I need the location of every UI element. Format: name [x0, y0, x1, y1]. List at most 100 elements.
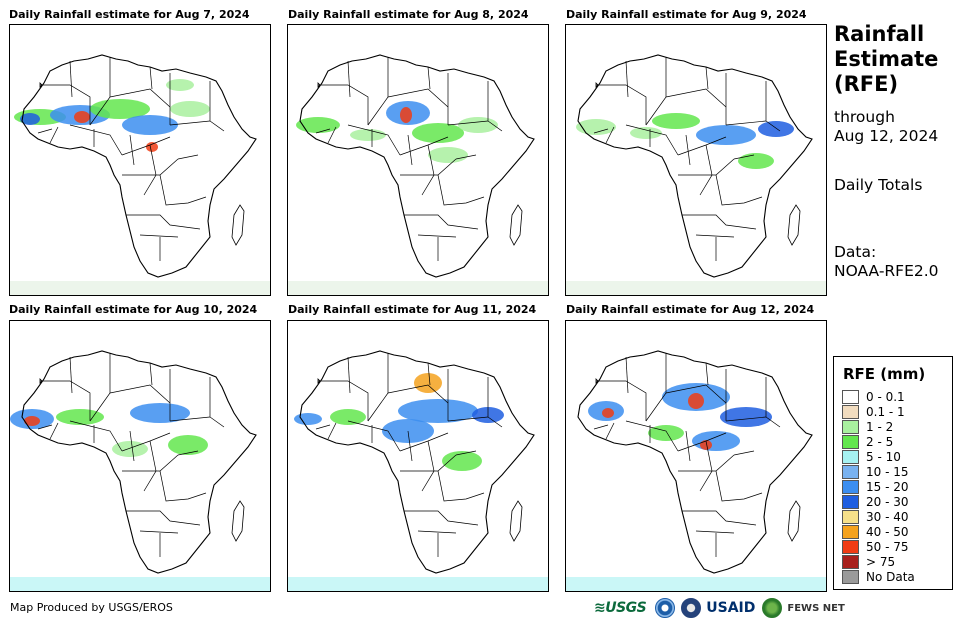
- africa-map-svg: [10, 54, 270, 295]
- island-outline: [509, 204, 523, 246]
- country-border: [169, 120, 211, 126]
- island-outline: [39, 82, 43, 88]
- panel-title: Daily Rainfall estimate for Aug 8, 2024: [288, 8, 529, 21]
- southern-ocean-rain: [10, 577, 270, 591]
- rainfall-area: [412, 123, 464, 143]
- island-outline: [231, 500, 245, 542]
- rainfall-area: [330, 409, 366, 425]
- legend-item: 10 - 15: [842, 465, 909, 479]
- southern-ocean-rain: [288, 281, 548, 295]
- rainfall-area: [652, 113, 700, 129]
- rainfall-area: [700, 440, 712, 450]
- rainfall-area: [74, 111, 90, 123]
- legend-label: 30 - 40: [866, 510, 909, 524]
- country-border: [209, 377, 225, 428]
- island-outline: [317, 82, 321, 88]
- rainfall-area: [398, 399, 478, 423]
- legend-label: 0 - 0.1: [866, 390, 905, 404]
- legend-item: 0 - 0.1: [842, 390, 905, 404]
- country-border: [139, 530, 179, 534]
- country-border: [593, 128, 609, 134]
- legend-label: 0.1 - 1: [866, 405, 905, 419]
- country-border: [159, 174, 207, 206]
- rainfall-area: [24, 416, 40, 426]
- panel-title: Daily Rainfall estimate for Aug 7, 2024: [9, 8, 250, 21]
- legend-swatch: [842, 435, 859, 449]
- country-border: [387, 88, 449, 108]
- country-border: [159, 470, 207, 502]
- country-border: [129, 430, 135, 462]
- country-border: [347, 60, 351, 98]
- country-border: [455, 154, 477, 160]
- country-border: [69, 124, 123, 156]
- fews-globe-icon: [762, 598, 783, 618]
- country-border: [605, 422, 615, 440]
- country-border: [715, 174, 763, 206]
- country-border: [347, 420, 401, 452]
- panel-title: Daily Rainfall estimate for Aug 12, 2024: [566, 303, 815, 316]
- period-label: Daily Totals: [834, 176, 923, 194]
- country-border: [209, 81, 225, 132]
- southern-ocean-rain: [288, 577, 548, 591]
- country-border: [169, 416, 211, 422]
- country-border: [455, 450, 477, 456]
- country-border: [725, 120, 767, 126]
- rainfall-area: [170, 101, 210, 117]
- rainfall-area: [428, 147, 468, 163]
- rainfall-area: [696, 125, 756, 145]
- country-border: [699, 144, 713, 196]
- country-border: [685, 134, 691, 166]
- country-border: [733, 450, 755, 456]
- doc-seal-icon: [681, 598, 702, 618]
- country-border: [69, 420, 123, 452]
- country-border: [126, 510, 201, 526]
- legend-item: 5 - 10: [842, 450, 901, 464]
- rainfall-area: [294, 413, 322, 425]
- country-border: [121, 136, 171, 156]
- legend-label: 10 - 15: [866, 465, 909, 479]
- country-border: [593, 424, 609, 430]
- panel-title: Daily Rainfall estimate for Aug 11, 2024: [288, 303, 537, 316]
- country-border: [315, 128, 331, 134]
- through-date: Aug 12, 2024: [834, 127, 939, 145]
- country-border: [109, 88, 171, 108]
- fews-net-logo: FEWS NET: [787, 602, 845, 614]
- island-outline: [787, 204, 801, 246]
- africa-map-svg: [10, 350, 270, 591]
- country-border: [122, 158, 179, 176]
- country-border: [417, 530, 457, 534]
- country-border: [122, 454, 179, 472]
- rainfall-map: [287, 24, 549, 296]
- legend-item: 0.1 - 1: [842, 405, 905, 419]
- country-border: [715, 470, 763, 502]
- country-border: [645, 353, 667, 422]
- country-border: [487, 81, 503, 132]
- country-border: [665, 88, 727, 108]
- country-border: [678, 454, 735, 472]
- country-border: [678, 158, 735, 176]
- southern-ocean-rain: [566, 281, 826, 295]
- legend-title: RFE (mm): [843, 365, 926, 383]
- sidebar-title-line3: (RFE): [834, 72, 899, 96]
- usgs-logo: ≋USGS: [594, 600, 647, 616]
- country-border: [327, 126, 337, 144]
- country-border: [437, 174, 485, 206]
- noaa-seal-icon: [655, 598, 676, 618]
- usaid-logo: USAID: [706, 600, 756, 616]
- legend-item: > 75: [842, 555, 895, 569]
- country-border: [682, 214, 757, 230]
- country-border: [427, 66, 431, 90]
- southern-ocean-rain: [566, 577, 826, 591]
- legend-swatch: [842, 390, 859, 404]
- legend-swatch: [842, 525, 859, 539]
- country-border: [685, 430, 691, 462]
- rainfall-area: [20, 113, 40, 125]
- legend-item: No Data: [842, 570, 915, 584]
- data-label: Data:: [834, 243, 877, 261]
- africa-coastline: [299, 54, 535, 278]
- country-border: [139, 234, 179, 238]
- southern-ocean-rain: [10, 281, 270, 295]
- rainfall-area: [688, 393, 704, 409]
- country-border: [37, 128, 53, 134]
- country-border: [605, 126, 615, 144]
